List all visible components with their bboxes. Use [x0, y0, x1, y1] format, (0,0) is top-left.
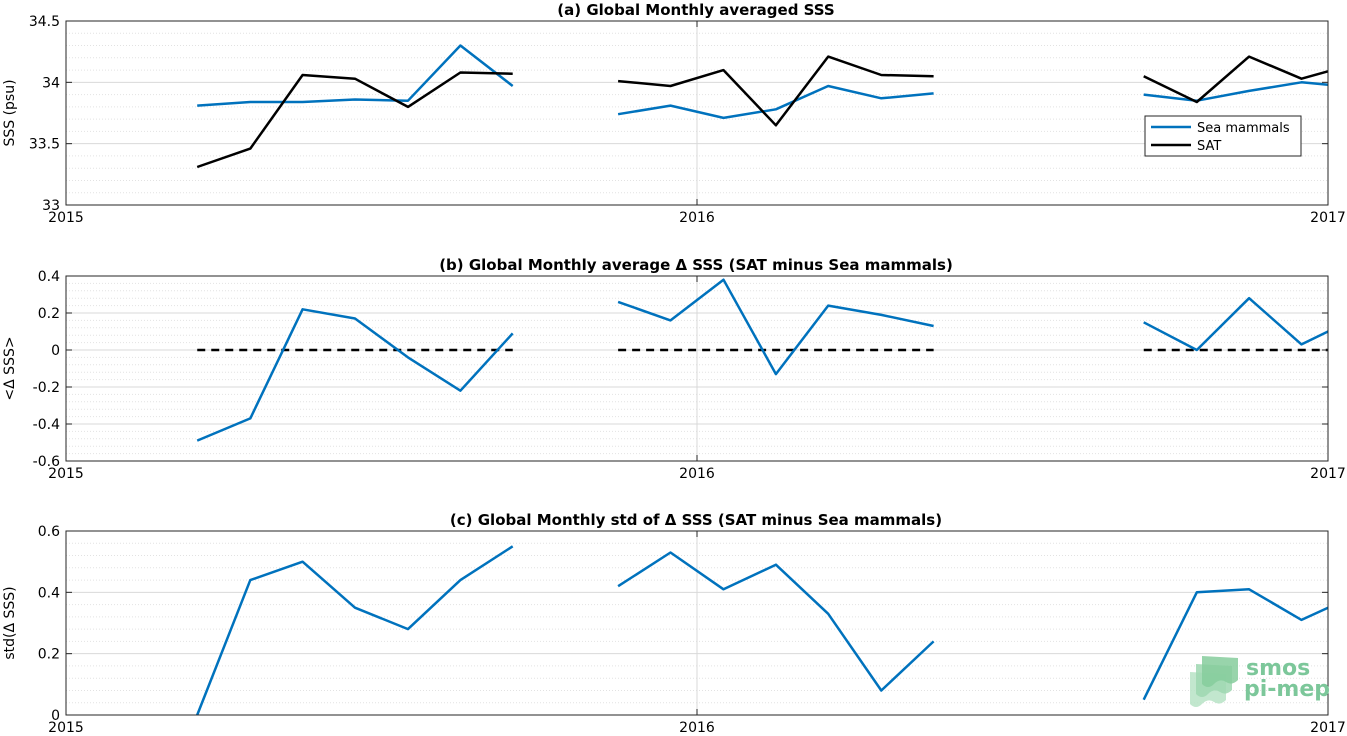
logo-text-smos: smos [1246, 656, 1310, 681]
series-line [617, 84, 934, 120]
logo-text-pimep: pi-mep [1244, 677, 1330, 702]
y-tick-label: 0 [51, 708, 60, 724]
y-tick-label: -0.4 [33, 417, 60, 433]
x-tick-label: 2015 [48, 466, 84, 482]
logo-wave-icon [1202, 656, 1238, 687]
legend-label: SAT [1197, 139, 1221, 154]
panel-1: 33 33.5 34 34.5 2015 2016 2017 (a) Global Month… [2, 1, 1346, 226]
y-tick-label: -0.2 [33, 380, 60, 396]
x-tick-label: 2015 [48, 720, 84, 736]
series-sat [196, 55, 1329, 169]
series-line [196, 545, 514, 716]
panel-2: -0.6 -0.4 -0.2 0 0.2 0.4 2015 2016 2017 (b) Globa… [2, 256, 1346, 482]
legend-label: Sea mammals [1197, 121, 1290, 136]
chart-title: (b) Global Monthly average Δ SSS (SAT mi… [439, 256, 953, 274]
series-line [197, 44, 514, 107]
series-line [1143, 81, 1329, 102]
series-line [617, 55, 934, 127]
series-line [1143, 296, 1329, 352]
y-tick-label: 0.6 [38, 524, 60, 540]
y-tick-label: -0.6 [33, 454, 60, 470]
panel-3: 0 0.2 0.4 0.6 2015 2016 2017 (c) Global Monthly… [2, 511, 1346, 736]
series-delta [196, 278, 1329, 442]
series-delta [196, 545, 1329, 716]
y-axis-label: SSS (psu) [2, 79, 18, 146]
x-tick-label: 2016 [679, 466, 715, 482]
x-tick-label: 2016 [679, 210, 715, 226]
y-tick-label: 0.4 [38, 269, 60, 285]
x-tick-label: 2017 [1310, 210, 1346, 226]
legend-box [1144, 115, 1302, 157]
series-line [617, 278, 934, 376]
x-tick-label: 2017 [1310, 466, 1346, 482]
y-tick-label: 0.2 [38, 306, 60, 322]
y-axis-label: <Δ SSS> [2, 336, 18, 400]
legend: Sea mammals SAT [1144, 115, 1302, 157]
x-tick-label: 2016 [679, 720, 715, 736]
x-tick-label: 2017 [1310, 720, 1346, 736]
x-tick-label: 2015 [48, 210, 84, 226]
y-tick-label: 0.2 [38, 647, 60, 663]
y-tick-label: 33.5 [29, 137, 60, 153]
series-line [1143, 55, 1329, 104]
y-tick-label: 33 [42, 198, 60, 214]
y-tick-label: 0.4 [38, 585, 60, 601]
y-tick-label: 34 [42, 75, 60, 91]
y-tick-label: 0 [51, 343, 60, 359]
series-sea-mammals [197, 44, 1329, 120]
y-axis-label: std(Δ SSS) [2, 586, 18, 659]
chart-title: (c) Global Monthly std of Δ SSS (SAT min… [450, 511, 942, 529]
series-line [617, 551, 935, 692]
series-line [1142, 588, 1329, 701]
series-line [196, 308, 514, 442]
chart-title: (a) Global Monthly averaged SSS [557, 1, 834, 19]
series-line [196, 71, 513, 169]
y-tick-label: 34.5 [29, 14, 60, 30]
